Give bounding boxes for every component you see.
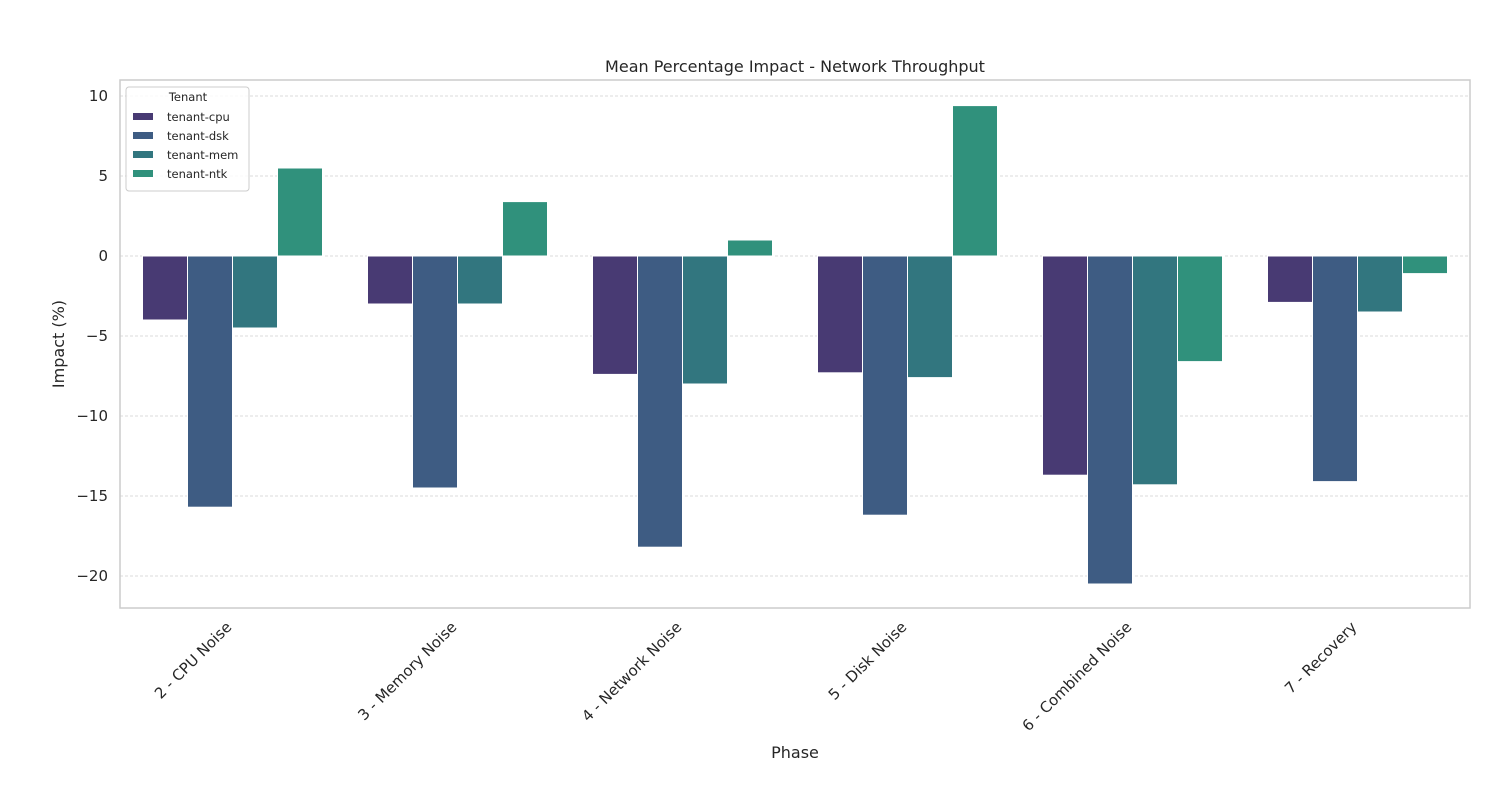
bar-tenant-cpu: [367, 255, 413, 305]
y-tick-label: 10: [89, 87, 108, 105]
x-tick-label: 5 - Disk Noise: [825, 618, 911, 704]
bar-tenant-cpu: [817, 255, 863, 374]
y-tick-label: −15: [76, 487, 108, 505]
bar-tenant-cpu: [1042, 255, 1088, 476]
bar-tenant-dsk: [637, 255, 683, 548]
legend-label: tenant-dsk: [167, 129, 229, 143]
x-tick-label: 3 - Memory Noise: [354, 618, 460, 724]
legend-label: tenant-cpu: [167, 110, 230, 124]
x-tick-label: 6 - Combined Noise: [1019, 618, 1136, 735]
gridlines: [120, 95, 1470, 577]
x-tick-label: 7 - Recovery: [1281, 618, 1360, 697]
legend-swatch: [133, 132, 153, 139]
bar-tenant-ntk: [952, 105, 998, 257]
x-tick-label: 4 - Network Noise: [578, 618, 685, 725]
x-tick-label: 2 - CPU Noise: [151, 618, 235, 702]
bar-tenant-ntk: [727, 239, 773, 257]
bar-tenant-cpu: [142, 255, 188, 321]
bars: [142, 105, 1448, 585]
y-tick-label: 0: [98, 247, 108, 265]
chart-title: Mean Percentage Impact - Network Through…: [605, 57, 985, 76]
bar-tenant-dsk: [1312, 255, 1358, 483]
y-tick-label: 5: [98, 167, 108, 185]
legend-label: tenant-ntk: [167, 167, 228, 181]
legend-title: Tenant: [168, 90, 208, 104]
bar-tenant-mem: [1357, 255, 1403, 313]
bar-tenant-ntk: [1177, 255, 1223, 363]
legend-box: [125, 86, 250, 192]
y-tick-label: −20: [76, 567, 108, 585]
bar-tenant-ntk: [277, 167, 323, 257]
x-tick-labels: 2 - CPU Noise 3 - Memory Noise 4 - Network…: [151, 618, 1360, 735]
plot-frame: [119, 79, 1471, 609]
bar-tenant-mem: [1132, 255, 1178, 486]
x-axis-title: Phase: [771, 743, 819, 762]
bar-tenant-cpu: [1267, 255, 1313, 303]
legend-label: tenant-mem: [167, 148, 238, 162]
y-tick-label: −10: [76, 407, 108, 425]
legend-swatch: [133, 113, 153, 120]
bar-tenant-dsk: [187, 255, 233, 508]
bar-tenant-mem: [232, 255, 278, 329]
bar-tenant-dsk: [862, 255, 908, 516]
bar-tenant-ntk: [1402, 255, 1448, 275]
legend-items: tenant-cpu tenant-dsk tenant-mem tenant-ntk: [133, 110, 238, 181]
legend: Tenant tenant-cputenant-dsktenant-memten…: [125, 86, 250, 192]
y-axis-title: Impact (%): [49, 300, 68, 388]
bar-tenant-dsk: [1087, 255, 1133, 585]
y-tick-label: −5: [86, 327, 108, 345]
bar-tenant-cpu: [592, 255, 638, 375]
bar-tenant-mem: [457, 255, 503, 305]
legend-swatch: [133, 151, 153, 158]
y-tick-labels: 10 5 0 −5 −10 −15 −20: [76, 87, 108, 585]
bar-tenant-ntk: [502, 201, 548, 257]
legend-swatch: [133, 170, 153, 177]
bar-tenant-mem: [682, 255, 728, 385]
bar-tenant-mem: [907, 255, 953, 379]
bar-tenant-dsk: [412, 255, 458, 489]
